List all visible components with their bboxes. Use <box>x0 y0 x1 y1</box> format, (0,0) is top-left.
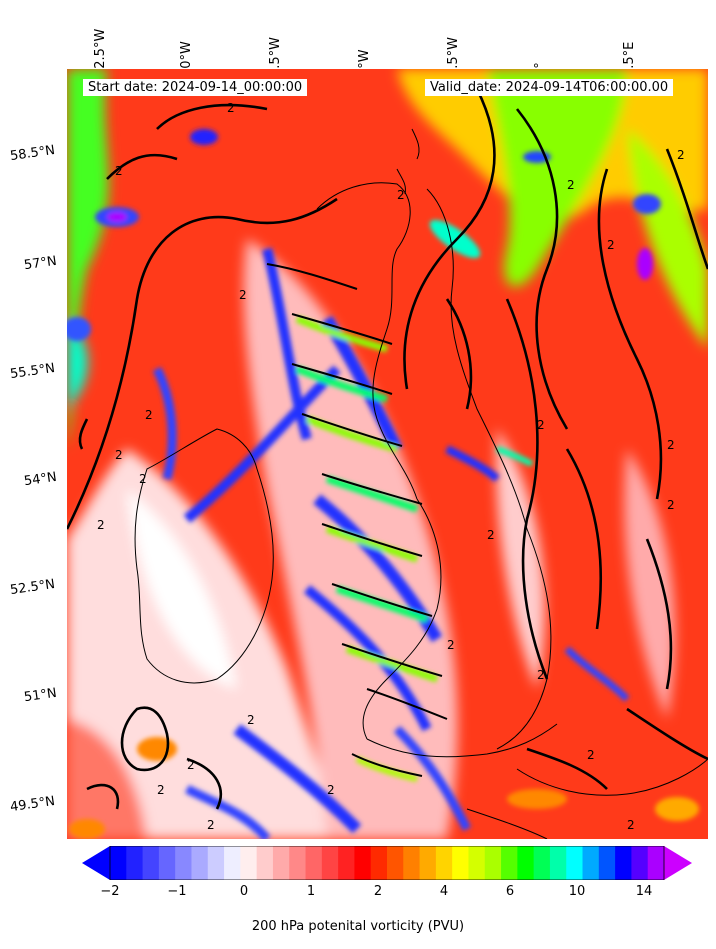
colorbar-bin <box>126 846 144 880</box>
colorbar-bin <box>403 846 421 880</box>
contour-label: 2 <box>157 783 165 797</box>
contour-label: 2 <box>115 448 123 462</box>
colorbar-bin <box>452 846 469 880</box>
map-panel: 2222222222222222222222222 Start date: 20… <box>67 69 708 839</box>
colorbar-bins <box>110 846 665 880</box>
colorbar-bin <box>224 846 241 880</box>
colorbar-bin <box>305 846 323 880</box>
colorbar-tick-label: 1 <box>306 884 316 899</box>
contour-label: 2 <box>537 418 545 432</box>
colorbar-bin <box>647 846 665 880</box>
pv-2-contours <box>67 88 708 810</box>
contour-label: 2 <box>487 528 495 542</box>
contour-label: 2 <box>587 748 595 762</box>
colorbar-bin <box>566 846 584 880</box>
lat-label: 58.5°N <box>9 142 56 165</box>
lat-label: 51°N <box>23 685 58 706</box>
contour-label: 2 <box>677 148 685 162</box>
colorbar-bin <box>321 846 339 880</box>
start-date-label: Start date: 2024-09-14_00:00:00 <box>83 79 308 96</box>
contour-label: 2 <box>667 498 675 512</box>
colorbar-tick-label: 2 <box>373 884 383 899</box>
contour-label: 2 <box>145 408 153 422</box>
colorbar-bin <box>598 846 616 880</box>
contour-label: 2 <box>567 178 575 192</box>
colorbar-bin <box>256 846 274 880</box>
colorbar-bin <box>272 846 290 880</box>
colorbar-bin <box>207 846 225 880</box>
colorbar-bin <box>468 846 486 880</box>
valid-date-label: Valid_date: 2024-09-14T06:00:00.00 <box>425 79 674 96</box>
colorbar-under-arrow <box>82 846 110 880</box>
colorbar-bin <box>533 846 551 880</box>
colorbar-bin <box>370 846 388 880</box>
colorbar-bin <box>191 846 209 880</box>
pv-field-map: 2222222222222222222222222 <box>67 69 708 839</box>
colorbar-tick-label: −2 <box>100 884 120 899</box>
pv-wave-contours <box>266 263 448 777</box>
colorbar-tick-label: 10 <box>568 884 586 899</box>
colorbar-bin <box>387 846 404 880</box>
contour-label: 2 <box>207 818 215 832</box>
colorbar-bin <box>240 846 258 880</box>
colorbar-bin <box>582 846 600 880</box>
lat-label: 52.5°N <box>9 576 56 599</box>
contour-label: 2 <box>187 758 195 772</box>
colorbar-bin <box>419 846 437 880</box>
colorbar-bin <box>142 846 160 880</box>
colorbar-bin <box>158 846 176 880</box>
colorbar-bin <box>354 846 372 880</box>
contour-label: 2 <box>607 238 615 252</box>
colorbar-bin <box>484 846 502 880</box>
contour-labels: 2222222222222222222222222 <box>97 78 685 832</box>
pv-features <box>67 129 699 839</box>
colorbar-tick-label: 14 <box>635 884 653 899</box>
colorbar-bin <box>435 846 453 880</box>
colorbar-bin <box>501 846 518 880</box>
contour-label: 2 <box>327 783 335 797</box>
contour-label: 2 <box>537 668 545 682</box>
colorbar-tick-label: 6 <box>505 884 515 899</box>
contour-label: 2 <box>139 472 147 486</box>
colorbar-over-arrow <box>664 846 692 880</box>
colorbar-bin <box>175 846 192 880</box>
contour-label: 2 <box>667 438 675 452</box>
lat-label: 57°N <box>23 253 58 274</box>
contour-label: 2 <box>247 713 255 727</box>
coastlines <box>134 128 708 839</box>
colorbar-bin <box>615 846 632 880</box>
contour-label: 2 <box>627 818 635 832</box>
lat-label: 49.5°N <box>9 793 56 816</box>
colorbar-bin <box>517 846 535 880</box>
colorbar-tick-label: 4 <box>439 884 449 899</box>
colorbar <box>82 846 692 880</box>
contour-label: 2 <box>97 518 105 532</box>
colorbar-tick-label: −1 <box>167 884 187 899</box>
contour-label: 2 <box>447 638 455 652</box>
lat-label: 54°N <box>23 469 58 490</box>
lat-label: 55.5°N <box>9 360 56 383</box>
colorbar-bin <box>549 846 567 880</box>
contour-label: 2 <box>115 164 123 178</box>
colorbar-tick-label: 0 <box>239 884 249 899</box>
contour-label: 2 <box>397 188 405 202</box>
colorbar-bin <box>631 846 649 880</box>
colorbar-label: 200 hPa potenital vorticity (PVU) <box>251 919 465 934</box>
colorbar-bin <box>289 846 307 880</box>
contour-label: 2 <box>239 288 247 302</box>
contour-label: 2 <box>227 101 235 115</box>
colorbar-bin <box>110 846 127 880</box>
colorbar-bin <box>338 846 355 880</box>
